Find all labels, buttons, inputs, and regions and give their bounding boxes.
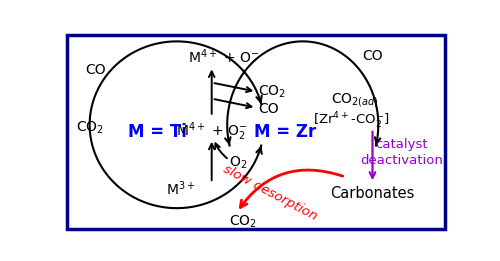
Text: CO$_{2(ad)}$: CO$_{2(ad)}$ [331, 91, 379, 109]
Text: slow desorption: slow desorption [220, 163, 319, 223]
Text: Carbonates: Carbonates [330, 186, 414, 201]
Text: M$^{3+}$: M$^{3+}$ [166, 180, 196, 198]
Text: deactivation: deactivation [360, 155, 443, 168]
Text: CO$_2$: CO$_2$ [76, 120, 104, 136]
Text: CO: CO [362, 49, 383, 63]
Text: M = Zr: M = Zr [254, 123, 316, 141]
Text: catalyst: catalyst [375, 138, 428, 151]
Text: O$_2$: O$_2$ [229, 155, 248, 171]
Text: [Zr$^{4+}$-CO$_2^{-}$]: [Zr$^{4+}$-CO$_2^{-}$] [313, 111, 390, 131]
Text: CO: CO [258, 102, 279, 116]
Text: M$^{4+}$ + O$_2^{-}$: M$^{4+}$ + O$_2^{-}$ [176, 121, 248, 143]
Text: M = Ti: M = Ti [128, 123, 187, 141]
Text: M$^{4+}$ + O$^{-}$: M$^{4+}$ + O$^{-}$ [188, 47, 259, 66]
Text: CO: CO [85, 62, 106, 76]
Text: CO$_2$: CO$_2$ [228, 214, 256, 230]
Text: CO$_2$: CO$_2$ [258, 84, 286, 100]
